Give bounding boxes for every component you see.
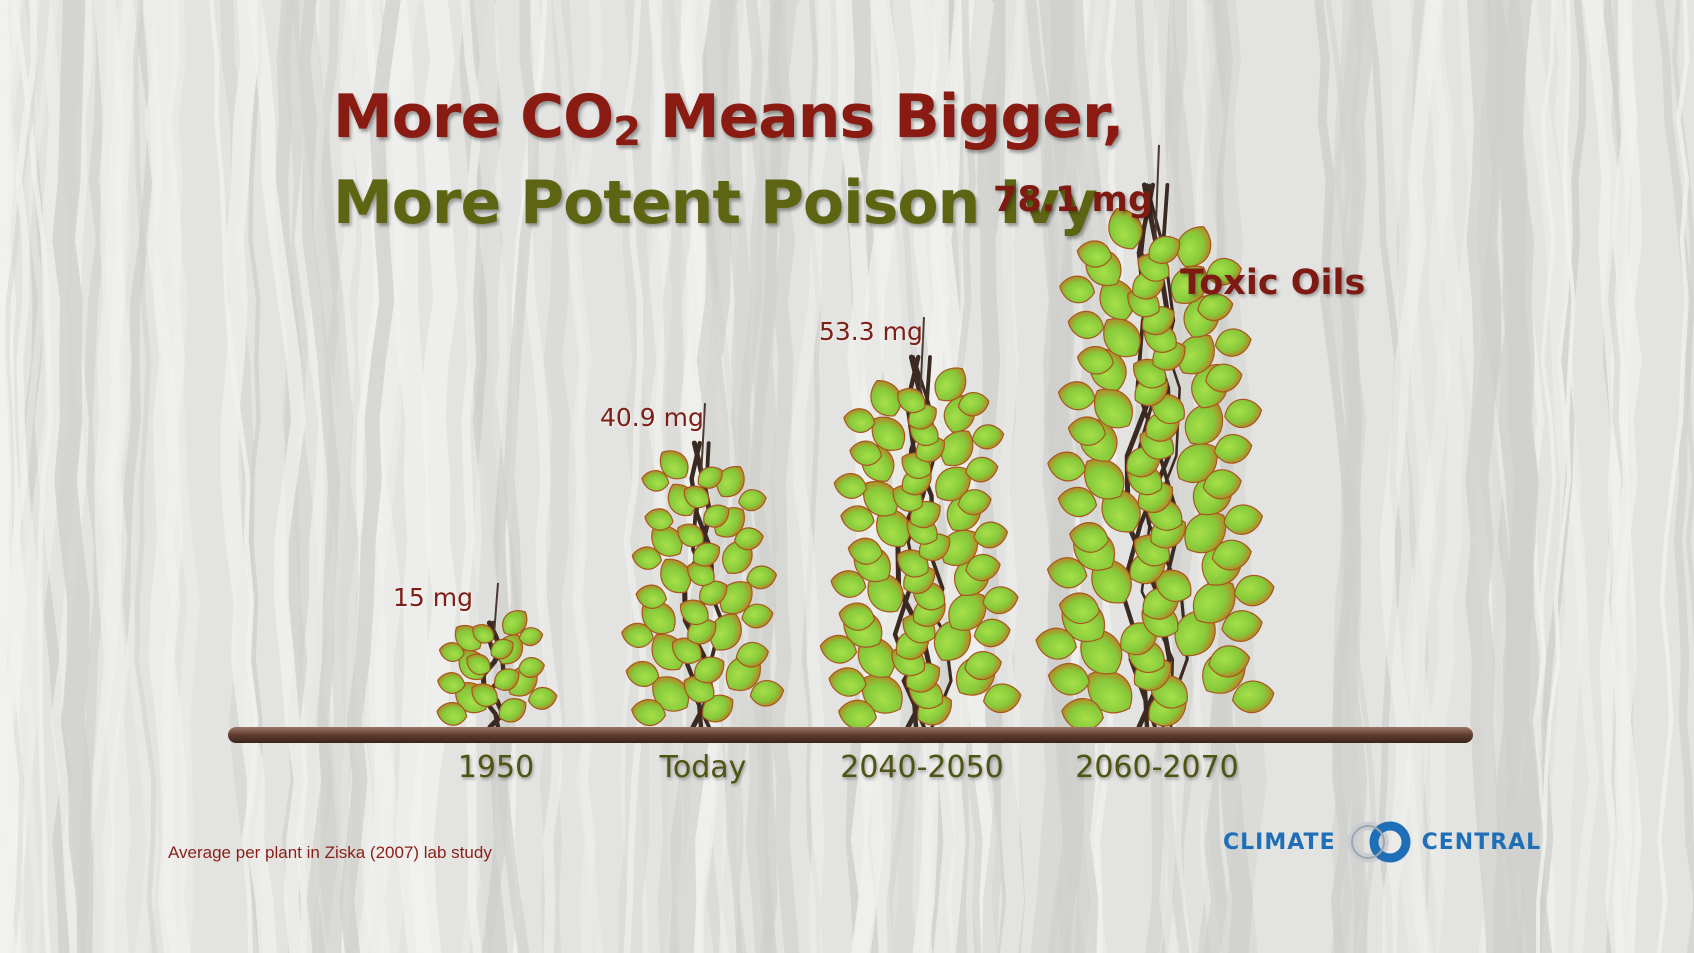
logo-word-left: CLIMATE: [1223, 829, 1336, 855]
plant-bar: [1035, 144, 1275, 731]
value-label: 78.1 mg: [993, 179, 1154, 220]
logo-rings-icon: [1347, 821, 1411, 863]
toxic-oils-annotation: Toxic Oils: [1180, 263, 1366, 303]
footnote: Average per plant in Ziska (2007) lab st…: [168, 843, 492, 862]
climate-central-logo: CLIMATE CENTRAL: [1223, 820, 1541, 864]
value-label: 53.3 mg: [819, 317, 923, 347]
chart-title-line1: More CO2 Means Bigger,: [333, 82, 1125, 155]
value-label: 15 mg: [393, 582, 473, 612]
category-label: 1950: [457, 750, 535, 785]
category-label: 2040-2050: [840, 750, 1004, 785]
ground-line: [228, 727, 1473, 743]
category-label: 2060-2070: [1075, 750, 1239, 785]
logo-word-right: CENTRAL: [1421, 829, 1542, 855]
plant-bar: [436, 582, 558, 730]
chart-title-line2: More Potent Poison Ivy: [333, 168, 1098, 238]
plant-bar: [819, 316, 1022, 730]
plant-bar: [621, 403, 785, 730]
value-label: 40.9 mg: [600, 403, 704, 433]
category-label: Today: [659, 750, 747, 785]
